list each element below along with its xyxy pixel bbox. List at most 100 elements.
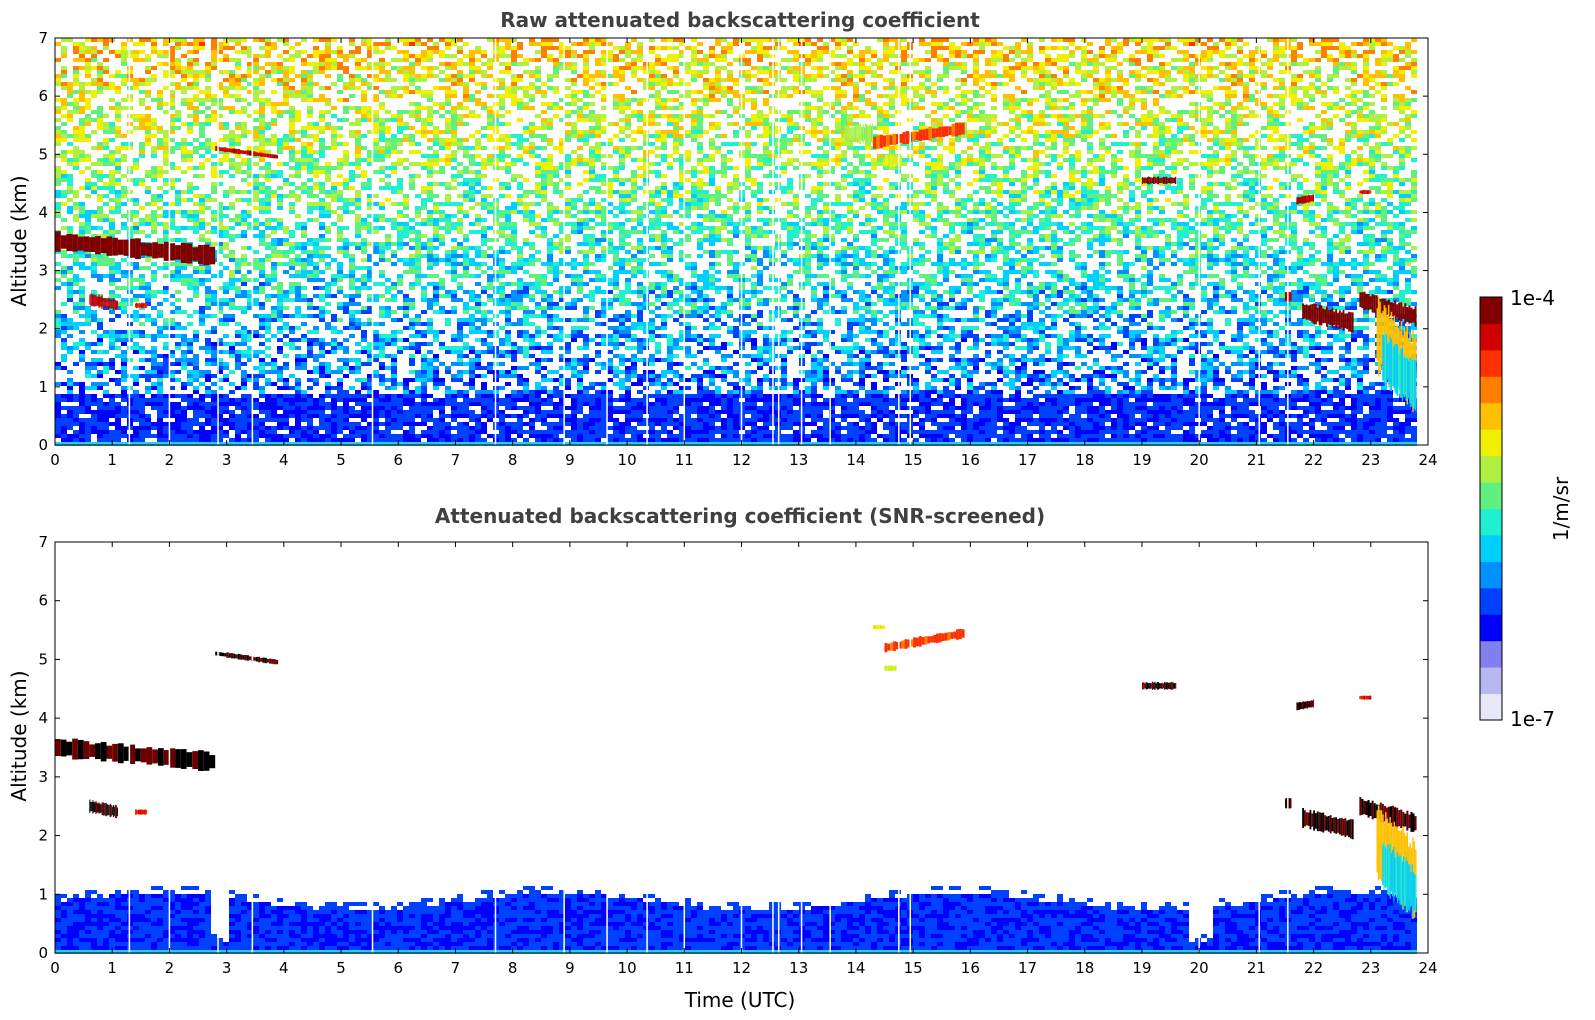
x-tick-label: 21 — [1247, 959, 1266, 977]
colorbar-swatch — [1480, 707, 1502, 714]
x-tick-label: 6 — [393, 451, 403, 469]
colorbar-swatch — [1480, 561, 1502, 568]
screened-backscatter-panel: Attenuated backscattering coefficient (S… — [7, 504, 1438, 1012]
colorbar-swatch — [1480, 456, 1502, 463]
x-tick-label: 0 — [50, 959, 60, 977]
raw-panel-title: Raw attenuated backscattering coefficien… — [500, 8, 980, 32]
colorbar-swatch — [1480, 680, 1502, 687]
y-tick-label: 7 — [38, 29, 48, 47]
x-tick-label: 8 — [508, 451, 518, 469]
colorbar-max-label: 1e-4 — [1510, 286, 1555, 310]
x-tick-label: 23 — [1361, 959, 1380, 977]
colorbar-swatch — [1480, 370, 1502, 377]
colorbar-swatch — [1480, 542, 1502, 549]
y-tick-label: 3 — [38, 262, 48, 280]
y-tick-label: 0 — [38, 436, 48, 454]
colorbar-swatch — [1480, 323, 1502, 330]
x-tick-label: 4 — [279, 959, 289, 977]
x-tick-label: 18 — [1075, 451, 1094, 469]
cloud-layer — [873, 625, 885, 629]
colorbar-swatch — [1480, 634, 1502, 641]
colorbar-swatch — [1480, 304, 1502, 311]
x-tick-label: 17 — [1018, 959, 1037, 977]
colorbar-swatch — [1480, 436, 1502, 443]
x-tick-label: 10 — [618, 959, 637, 977]
colorbar-swatch — [1480, 528, 1502, 535]
x-tick-label: 10 — [618, 451, 637, 469]
time-axis-label: Time (UTC) — [684, 988, 796, 1012]
raw-heatmap-area: 0 1 2 3 4 5 6 7 8 9 10 11 12 13 14 15 16 17 18 19 20 21 22 23 24… — [38, 29, 1437, 469]
colorbar-swatch — [1480, 588, 1502, 595]
colorbar-swatch — [1480, 390, 1502, 397]
cloud-layer — [844, 124, 873, 145]
colorbar-swatch — [1480, 330, 1502, 337]
cloud-layer — [885, 665, 897, 670]
y-tick-label: 4 — [38, 203, 48, 221]
colorbar-swatch — [1480, 462, 1502, 469]
colorbar-swatch — [1480, 700, 1502, 707]
x-tick-label: 22 — [1304, 959, 1323, 977]
y-tick-label: 4 — [38, 709, 48, 727]
x-tick-label: 17 — [1018, 451, 1037, 469]
x-tick-label: 20 — [1190, 451, 1209, 469]
colorbar-swatch — [1480, 475, 1502, 482]
y-tick-label: 1 — [38, 885, 48, 903]
colorbar-swatch — [1480, 581, 1502, 588]
cloud-layer — [1359, 696, 1371, 700]
colorbar-swatch — [1480, 383, 1502, 390]
x-tick-label: 4 — [279, 451, 289, 469]
colorbar-swatch — [1480, 376, 1502, 383]
x-tick-label: 11 — [675, 959, 694, 977]
x-tick-label: 5 — [336, 959, 346, 977]
colorbar-min-label: 1e-7 — [1510, 707, 1555, 731]
colorbar-swatch — [1480, 337, 1502, 344]
y-tick-label: 5 — [38, 650, 48, 668]
cloud-layer — [135, 809, 147, 815]
x-tick-label: 15 — [904, 959, 923, 977]
colorbar-swatch — [1480, 548, 1502, 555]
colorbar-swatch — [1480, 687, 1502, 694]
screened-heatmap-area: 0 1 2 3 4 5 6 7 8 9 10 11 12 13 14 15 16 17 18 19 20 21 22 23 24… — [38, 533, 1437, 977]
colorbar-swatch — [1480, 555, 1502, 562]
x-tick-label: 3 — [222, 451, 232, 469]
x-tick-label: 12 — [732, 451, 751, 469]
colorbar-swatch — [1480, 442, 1502, 449]
x-tick-label: 2 — [165, 451, 175, 469]
x-tick-label: 13 — [789, 451, 808, 469]
y-tick-label: 5 — [38, 145, 48, 163]
x-tick-label: 24 — [1418, 451, 1437, 469]
colorbar-swatch — [1480, 522, 1502, 529]
colorbar-scale — [1480, 297, 1502, 721]
y-tick-label: 7 — [38, 533, 48, 551]
y-tick-label: 0 — [38, 944, 48, 962]
x-tick-label: 21 — [1247, 451, 1266, 469]
colorbar-swatch — [1480, 343, 1502, 350]
colorbar-swatch — [1480, 350, 1502, 357]
colorbar-swatch — [1480, 396, 1502, 403]
colorbar-swatch — [1480, 317, 1502, 324]
x-tick-label: 16 — [961, 959, 980, 977]
colorbar-swatch — [1480, 713, 1502, 720]
x-tick-label: 5 — [336, 451, 346, 469]
colorbar-swatch — [1480, 297, 1502, 304]
x-tick-label: 3 — [222, 959, 232, 977]
x-tick-label: 8 — [508, 959, 518, 977]
x-tick-label: 19 — [1132, 451, 1151, 469]
x-tick-label: 9 — [565, 451, 575, 469]
colorbar-swatch — [1480, 575, 1502, 582]
colorbar-swatch — [1480, 641, 1502, 648]
colorbar-swatch — [1480, 694, 1502, 701]
colorbar-unit-label: 1/m/sr — [1549, 476, 1573, 541]
colorbar-swatch — [1480, 568, 1502, 575]
colorbar-swatch — [1480, 489, 1502, 496]
x-tick-label: 7 — [451, 959, 461, 977]
x-tick-label: 18 — [1075, 959, 1094, 977]
colorbar-swatch — [1480, 509, 1502, 516]
colorbar: 1e-4 1e-7 1/m/sr — [1480, 286, 1573, 731]
colorbar-swatch — [1480, 621, 1502, 628]
x-tick-label: 16 — [961, 451, 980, 469]
raw-panel-ylabel: Altitude (km) — [7, 175, 31, 306]
x-tick-label: 22 — [1304, 451, 1323, 469]
colorbar-swatch — [1480, 535, 1502, 542]
